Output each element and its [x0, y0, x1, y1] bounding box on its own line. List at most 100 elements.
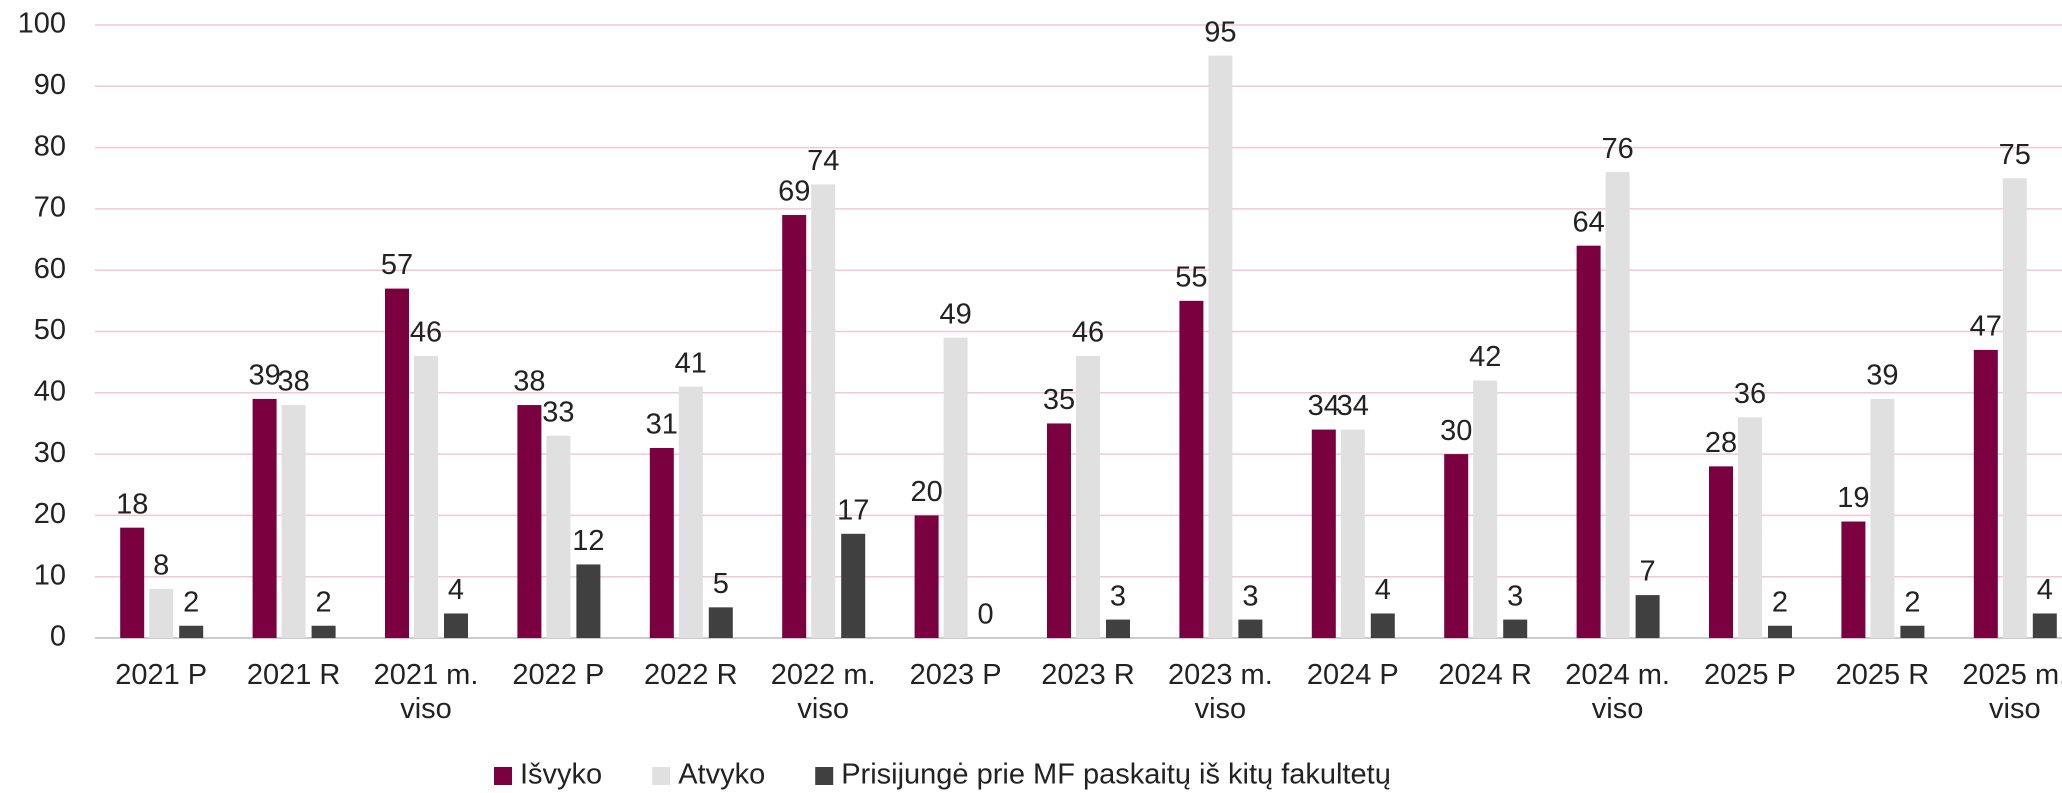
bar — [1179, 300, 1204, 638]
y-tick-label: 40 — [34, 375, 66, 407]
data-label: 46 — [1072, 317, 1104, 349]
bar — [1076, 356, 1100, 638]
bar — [517, 405, 542, 638]
bar — [811, 184, 836, 638]
data-label: 34 — [1337, 390, 1369, 422]
y-tick-label: 50 — [34, 314, 66, 346]
data-label: 30 — [1440, 415, 1472, 447]
bar — [414, 356, 438, 638]
data-label: 55 — [1175, 262, 1207, 294]
bar — [311, 625, 336, 638]
bar — [252, 398, 277, 638]
data-label: 18 — [116, 488, 148, 520]
bar — [2032, 613, 2057, 638]
x-tick-label: 2024 R — [1438, 659, 1532, 691]
y-tick-label: 10 — [34, 559, 66, 591]
data-label: 0 — [978, 599, 994, 631]
bar — [943, 337, 968, 638]
data-label: 95 — [1204, 16, 1236, 48]
bar — [1841, 521, 1866, 638]
y-tick-label: 80 — [34, 130, 66, 162]
data-label: 2 — [183, 586, 199, 618]
bar — [1605, 172, 1630, 638]
x-tick-label: 2021 m. viso — [373, 659, 479, 725]
bar — [1900, 625, 1925, 638]
data-label: 12 — [572, 525, 604, 557]
bar — [149, 588, 174, 638]
data-label: 4 — [1375, 574, 1391, 606]
x-tick-label: 2025 R — [1835, 659, 1930, 691]
bar — [1238, 619, 1263, 638]
bar — [1738, 417, 1762, 638]
y-tick-label: 90 — [34, 69, 66, 101]
bar — [1047, 423, 1071, 638]
data-label: 39 — [1866, 360, 1898, 392]
x-tick-label: 2023 R — [1041, 659, 1135, 691]
y-tick-label: 60 — [34, 253, 66, 285]
data-label: 4 — [2037, 574, 2053, 606]
data-label: 64 — [1572, 206, 1604, 238]
bar — [1370, 613, 1395, 638]
data-label: 75 — [1999, 139, 2031, 171]
y-tick-label: 30 — [34, 437, 66, 469]
data-label: 17 — [837, 494, 869, 526]
x-tick-label: 2021 R — [246, 659, 341, 691]
x-tick-label: 2024 m. viso — [1565, 659, 1670, 725]
y-tick-label: 20 — [34, 498, 66, 530]
bar — [1473, 380, 1498, 638]
data-label: 69 — [778, 176, 810, 208]
data-label: 36 — [1734, 378, 1766, 410]
bar — [1311, 429, 1336, 638]
x-tick-label: 2025 P — [1704, 659, 1796, 691]
bar — [281, 405, 306, 638]
y-tick-label: 100 — [18, 8, 66, 40]
data-label: 3 — [1110, 580, 1126, 612]
bar — [444, 613, 468, 638]
bar — [179, 625, 204, 638]
y-tick-label: 70 — [34, 192, 66, 224]
data-label: 2 — [1772, 586, 1788, 618]
bar — [1709, 466, 1733, 638]
legend-label: Prisijungė prie MF paskaitų iš kitų faku… — [841, 759, 1391, 791]
bar — [1576, 245, 1601, 638]
data-label: 28 — [1705, 427, 1737, 459]
data-label: 19 — [1837, 482, 1869, 514]
data-label: 3 — [1242, 580, 1258, 612]
legend-label: Išvyko — [520, 759, 602, 791]
bar — [782, 215, 807, 638]
data-label: 38 — [277, 366, 309, 398]
x-tick-label: 2021 P — [115, 659, 208, 691]
data-label: 7 — [1640, 556, 1656, 588]
data-label: 31 — [646, 409, 678, 441]
data-label: 33 — [542, 396, 574, 428]
bar — [1106, 619, 1130, 638]
data-label: 38 — [513, 366, 545, 398]
bar — [546, 435, 571, 638]
x-tick-label: 2022 P — [512, 659, 605, 691]
data-label: 39 — [248, 360, 280, 392]
legend-swatch — [494, 767, 512, 785]
bar — [1635, 595, 1660, 638]
bar — [1870, 398, 1895, 638]
x-tick-label: 2023 P — [909, 659, 1002, 691]
data-label: 41 — [675, 347, 707, 379]
legend-label: Atvyko — [678, 759, 765, 791]
bar — [385, 288, 409, 638]
bar — [120, 527, 145, 638]
data-label: 57 — [381, 249, 413, 281]
data-label: 49 — [939, 298, 971, 330]
data-label: 2 — [1904, 586, 1920, 618]
data-label: 46 — [410, 317, 442, 349]
bar — [1973, 349, 1998, 638]
bar — [841, 533, 866, 638]
bar — [678, 386, 703, 638]
data-label: 5 — [713, 568, 729, 600]
bar — [914, 515, 939, 638]
bar — [1340, 429, 1365, 638]
bar — [1208, 55, 1233, 638]
data-label: 20 — [910, 476, 942, 508]
data-label: 42 — [1469, 341, 1501, 373]
x-tick-label: 2024 P — [1306, 659, 1399, 691]
